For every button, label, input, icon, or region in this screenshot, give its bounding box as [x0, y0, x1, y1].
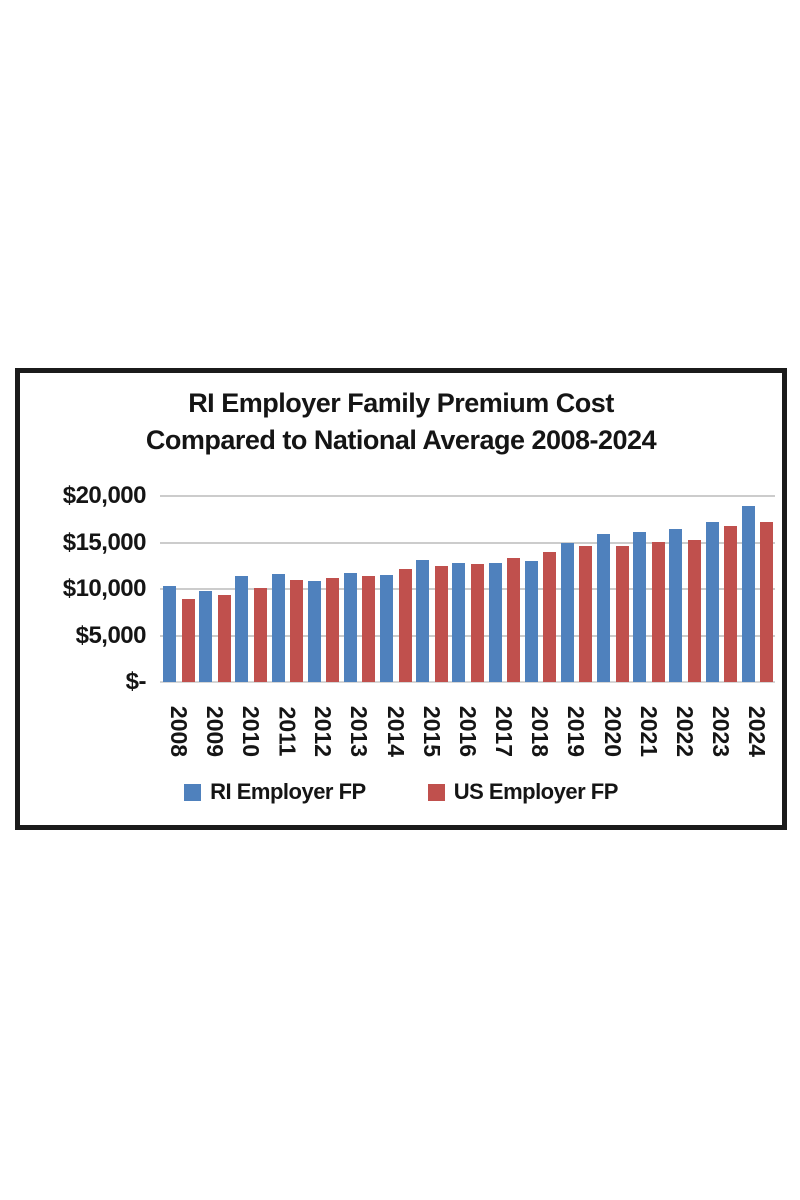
- y-tick-10000: $10,000: [62, 575, 147, 602]
- bar-ri-2008: [163, 586, 176, 682]
- bar-us-2011: [290, 579, 304, 682]
- legend-swatch-us-icon: [427, 783, 445, 801]
- bar-ri-2013: [343, 573, 357, 682]
- x-tick-2009: 2009: [196, 693, 232, 769]
- chart-title-line2: Compared to National Average 2008-2024: [145, 425, 657, 455]
- legend-label-us: US Employer FP: [453, 779, 619, 804]
- bar-us-2008: [181, 599, 195, 682]
- y-tick-15000: $15,000: [62, 528, 147, 556]
- bar-ri-2011: [271, 574, 285, 682]
- x-tick-label: 2014: [382, 705, 409, 757]
- bar-us-2009: [217, 594, 231, 682]
- plot-area: [160, 495, 775, 683]
- x-tick-label: 2018: [527, 705, 554, 757]
- y-tick-5000: $5,000: [75, 621, 147, 649]
- gridline-0: [160, 681, 775, 683]
- y-tick-20000: $20,000: [62, 482, 147, 509]
- x-tick-2021: 2021: [630, 693, 666, 769]
- gridline-5000: [160, 634, 775, 637]
- bar-us-2010: [253, 588, 267, 682]
- x-tick-2020: 2020: [594, 693, 630, 769]
- x-tick-2022: 2022: [666, 693, 702, 769]
- bar-ri-2009: [199, 590, 213, 682]
- legend-item-us: US Employer FP: [427, 779, 619, 805]
- x-tick-2019: 2019: [558, 693, 594, 769]
- bar-ri-2017: [488, 562, 502, 682]
- x-tick-label: 2024: [744, 705, 771, 757]
- x-tick-2015: 2015: [413, 693, 449, 769]
- bar-ri-2024: [741, 506, 755, 682]
- bar-us-2016: [470, 563, 484, 682]
- x-tick-label: 2011: [274, 706, 301, 756]
- x-axis-labels: 2008 2009 2010 2011 2012 2013 2014 2015 2016 2017…: [160, 693, 775, 769]
- x-tick-label: 2009: [201, 705, 228, 757]
- x-tick-label: 2023: [708, 705, 735, 757]
- chart-frame: RI Employer Family Premium Cost Compared…: [15, 368, 787, 830]
- legend-swatch-ri-icon: [184, 783, 202, 801]
- bar-ri-2018: [524, 561, 538, 682]
- x-tick-label: 2019: [563, 705, 590, 757]
- x-tick-label: 2015: [418, 705, 445, 757]
- x-tick-label: 2017: [491, 705, 518, 757]
- bar-ri-2019: [560, 542, 574, 682]
- bar-us-2012: [326, 577, 340, 682]
- bar-ri-2021: [633, 532, 647, 682]
- bar-us-2022: [687, 539, 701, 682]
- gridline-20000: [160, 495, 775, 497]
- x-tick-label: 2010: [237, 705, 264, 757]
- legend-label-ri: RI Employer FP: [210, 779, 366, 804]
- bar-ri-2022: [669, 528, 683, 682]
- bar-us-2018: [543, 551, 557, 682]
- x-tick-2013: 2013: [341, 693, 377, 769]
- x-tick-2008: 2008: [160, 693, 196, 769]
- legend: RI Employer FP US Employer FP: [20, 779, 782, 805]
- x-tick-2017: 2017: [486, 693, 522, 769]
- chart-title-line1: RI Employer Family Premium Cost: [188, 388, 614, 418]
- bar-us-2023: [724, 525, 738, 682]
- bar-us-2015: [434, 565, 448, 682]
- x-tick-2018: 2018: [522, 693, 558, 769]
- bar-ri-2016: [452, 562, 466, 682]
- bar-ri-2010: [235, 575, 249, 682]
- x-tick-2014: 2014: [377, 693, 413, 769]
- bar-us-2013: [362, 575, 376, 682]
- x-tick-2010: 2010: [232, 693, 268, 769]
- x-tick-2012: 2012: [305, 693, 341, 769]
- x-tick-2023: 2023: [703, 693, 739, 769]
- bar-ri-2020: [597, 534, 611, 682]
- legend-item-ri: RI Employer FP: [184, 779, 366, 805]
- x-tick-label: 2022: [672, 705, 699, 757]
- y-axis-labels: $20,000 $15,000 $10,000 $5,000 $-: [20, 373, 150, 825]
- bar-ri-2015: [416, 560, 430, 682]
- bar-us-2020: [615, 546, 629, 682]
- y-tick-0: $-: [125, 668, 147, 695]
- x-tick-label: 2013: [346, 705, 373, 757]
- bar-us-2014: [398, 569, 412, 682]
- bar-us-2017: [507, 558, 521, 682]
- x-tick-label: 2012: [310, 705, 337, 757]
- gridline-15000: [160, 541, 775, 544]
- x-tick-2024: 2024: [739, 693, 775, 769]
- bar-ri-2014: [380, 575, 394, 682]
- bar-ri-2023: [705, 522, 719, 682]
- x-tick-label: 2008: [165, 705, 192, 757]
- bar-ri-2012: [307, 580, 321, 682]
- x-tick-2011: 2011: [269, 693, 305, 769]
- gridline-10000: [160, 588, 775, 590]
- bar-us-2021: [651, 541, 665, 682]
- x-tick-label: 2020: [599, 705, 626, 757]
- chart-title: RI Employer Family Premium Cost Compared…: [20, 385, 782, 459]
- bar-us-2024: [760, 522, 774, 682]
- x-tick-2016: 2016: [449, 693, 485, 769]
- x-tick-label: 2016: [454, 705, 481, 757]
- bar-us-2019: [579, 546, 593, 682]
- x-tick-label: 2021: [635, 705, 662, 757]
